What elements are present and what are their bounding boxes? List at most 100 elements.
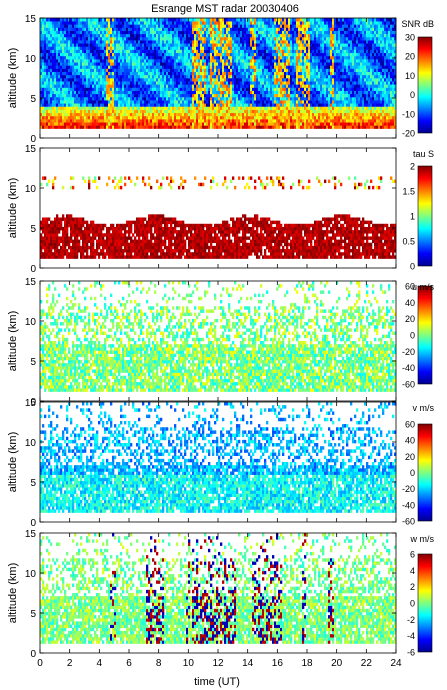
heatmap-cell (122, 112, 125, 117)
heatmap-cell (326, 93, 329, 98)
heatmap-cell (246, 109, 249, 114)
heatmap-cell (362, 90, 365, 95)
heatmap-cell (46, 62, 49, 66)
heatmap-cell (284, 103, 287, 107)
heatmap-cell (352, 109, 355, 114)
heatmap-cell (68, 43, 71, 47)
heatmap-cell (310, 119, 313, 123)
heatmap-cell (54, 112, 57, 117)
heatmap-cell (226, 40, 229, 44)
heatmap-cell (226, 52, 229, 57)
heatmap-cell (314, 90, 317, 95)
heatmap-cell (140, 106, 143, 110)
heatmap-cell (316, 40, 319, 44)
heatmap-cell (386, 106, 389, 110)
heatmap-cell (292, 74, 295, 79)
heatmap-cell (144, 78, 147, 82)
heatmap-cell (270, 65, 273, 69)
heatmap-cell (168, 46, 171, 50)
heatmap-cell (70, 71, 73, 76)
heatmap-cell (244, 90, 247, 95)
heatmap-cell (118, 81, 121, 85)
heatmap-cell (252, 84, 255, 88)
heatmap-cell (354, 122, 357, 126)
heatmap-cell (382, 59, 385, 63)
heatmap-cell (126, 74, 129, 79)
heatmap-cell (58, 81, 61, 85)
heatmap-cell (60, 43, 63, 47)
heatmap-cell (382, 122, 385, 126)
heatmap-cell (176, 62, 179, 66)
heatmap-cell (104, 125, 107, 129)
heatmap-cell (280, 65, 283, 69)
heatmap-cell (250, 40, 253, 44)
heatmap-cell (56, 84, 59, 88)
heatmap-cell (70, 40, 73, 44)
heatmap-cell (336, 52, 339, 57)
heatmap-cell (148, 87, 151, 91)
heatmap-cell (162, 125, 165, 129)
heatmap-cell (110, 78, 113, 82)
heatmap-cell (220, 109, 223, 114)
heatmap-cell (48, 71, 51, 76)
heatmap-cell (226, 93, 229, 98)
heatmap-cell (186, 40, 189, 44)
heatmap-cell (288, 115, 291, 120)
heatmap-cell (46, 36, 49, 41)
heatmap-cell (284, 65, 287, 69)
heatmap-cell (192, 103, 195, 107)
heatmap-cell (360, 55, 363, 60)
heatmap-cell (246, 49, 249, 54)
heatmap-cell (328, 43, 331, 47)
heatmap-cell (214, 40, 217, 44)
heatmap-cell (110, 90, 113, 95)
heatmap-cell (290, 115, 293, 120)
heatmap-cell (380, 125, 383, 129)
heatmap-cell (296, 112, 299, 117)
heatmap-cell (298, 40, 301, 44)
heatmap-cell (54, 68, 57, 72)
heatmap-cell (312, 55, 315, 60)
heatmap-cell (300, 40, 303, 44)
heatmap-cell (142, 87, 145, 91)
heatmap-cell (58, 125, 61, 129)
heatmap-cell (212, 62, 215, 66)
heatmap-cell (360, 87, 363, 91)
heatmap-cell (320, 52, 323, 57)
heatmap-cell (106, 125, 109, 129)
heatmap-cell (64, 96, 67, 101)
heatmap-cell (212, 109, 215, 114)
heatmap-cell (254, 125, 257, 129)
heatmap-cell (70, 100, 73, 104)
heatmap-cell (118, 109, 121, 114)
heatmap-cell (80, 112, 83, 117)
heatmap-cell (164, 59, 167, 63)
heatmap-cell (306, 93, 309, 98)
heatmap-cell (372, 84, 375, 88)
heatmap-cell (252, 52, 255, 57)
heatmap-cell (146, 81, 149, 85)
heatmap-cell (288, 65, 291, 69)
heatmap-cell (338, 100, 341, 104)
heatmap-cell (80, 96, 83, 101)
heatmap-cell (308, 59, 311, 63)
heatmap-cell (298, 96, 301, 101)
heatmap-cell (134, 90, 137, 95)
heatmap-cell (286, 49, 289, 54)
heatmap-cell (310, 122, 313, 126)
heatmap-cell (208, 90, 211, 95)
heatmap-cell (98, 115, 101, 120)
heatmap-cell (326, 62, 329, 66)
heatmap-cell (138, 100, 141, 104)
heatmap-cell (196, 52, 199, 57)
heatmap-cell (116, 87, 119, 91)
heatmap-cell (204, 49, 207, 54)
heatmap-cell (280, 81, 283, 85)
heatmap-cell (140, 96, 143, 101)
heatmap-cell (190, 68, 193, 72)
heatmap-cell (90, 40, 93, 44)
heatmap-cell (208, 87, 211, 91)
heatmap-cell (332, 93, 335, 98)
heatmap-cell (84, 78, 87, 82)
heatmap-cell (160, 43, 163, 47)
